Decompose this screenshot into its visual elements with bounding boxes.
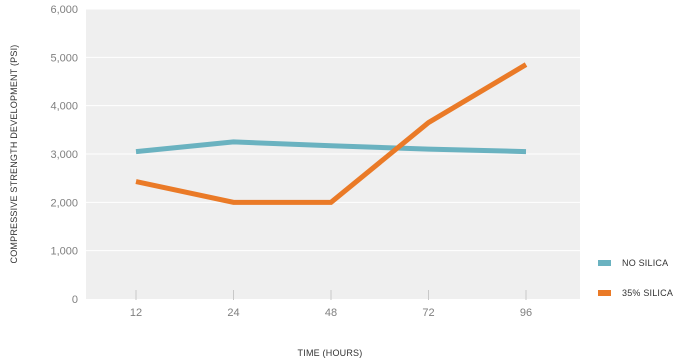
x-tick-label: 96 [520, 307, 532, 319]
series-lines [135, 62, 528, 205]
x-tick-label: 12 [130, 307, 142, 319]
legend-swatch [598, 290, 611, 296]
y-tick-label: 5,000 [50, 52, 78, 64]
x-tick-label: 72 [422, 307, 434, 319]
legend-swatch [598, 260, 611, 266]
legend-label: 35% SILICA [622, 288, 673, 298]
y-tick-label: 4,000 [50, 101, 78, 113]
y-tick-label: 0 [72, 294, 78, 306]
y-tick-label: 1,000 [50, 246, 78, 258]
legend: NO SILICA 35% SILICA [598, 258, 673, 298]
x-axis-title: TIME (HOURS) [298, 348, 363, 358]
y-axis-ticks: 0 1,000 2,000 3,000 4,000 5,000 6,000 [50, 4, 78, 306]
y-tick-label: 2,000 [50, 197, 78, 209]
y-axis-title: COMPRESSIVE STRENGTH DEVELOPMENT (PSI) [9, 45, 19, 264]
x-axis-ticks: 12 24 48 72 96 [130, 290, 532, 319]
x-tick-label: 24 [227, 307, 239, 319]
y-tick-label: 3,000 [50, 149, 78, 161]
y-tick-label: 6,000 [50, 4, 78, 16]
x-tick-label: 48 [325, 307, 337, 319]
legend-label: NO SILICA [622, 258, 668, 268]
